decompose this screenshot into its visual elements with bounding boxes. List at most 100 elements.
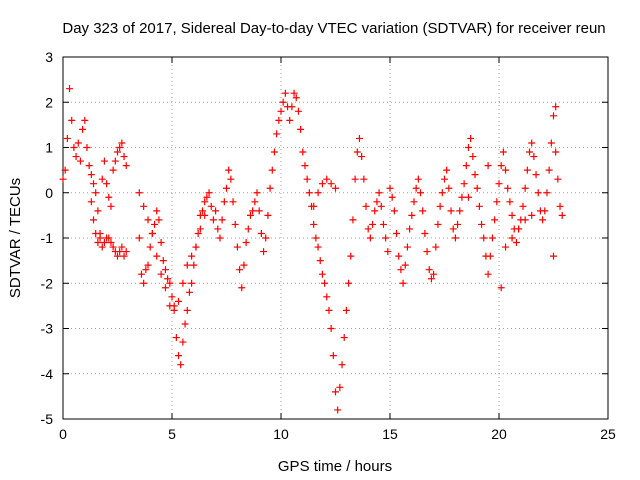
x-tick-label: 20: [491, 426, 507, 442]
y-tick-label: -5: [41, 411, 54, 427]
data-point: [63, 134, 71, 142]
y-tick-label: 2: [45, 94, 53, 110]
data-point: [181, 320, 189, 328]
data-point: [209, 216, 217, 224]
data-point: [185, 288, 193, 296]
data-point: [288, 103, 296, 111]
data-point: [81, 116, 89, 124]
data-point: [486, 252, 494, 260]
data-point: [188, 279, 196, 287]
data-point: [172, 334, 180, 342]
data-point: [530, 153, 538, 161]
data-point: [497, 162, 505, 170]
data-point: [506, 198, 514, 206]
data-point: [175, 352, 183, 360]
data-point: [462, 162, 470, 170]
data-point: [393, 229, 401, 237]
data-point: [153, 207, 161, 215]
data-point: [493, 198, 501, 206]
data-point: [148, 229, 156, 237]
data-point: [105, 234, 113, 242]
data-point: [264, 211, 272, 219]
y-tick-label: 3: [45, 49, 53, 65]
data-point: [541, 207, 549, 215]
data-point: [122, 248, 130, 256]
data-point: [229, 198, 237, 206]
data-point: [434, 220, 442, 228]
data-point: [255, 207, 263, 215]
data-point: [242, 239, 250, 247]
data-point: [94, 239, 102, 247]
data-point: [66, 85, 74, 93]
data-point: [142, 266, 150, 274]
data-point: [218, 216, 226, 224]
data-point: [543, 189, 551, 197]
data-point: [502, 243, 510, 251]
data-point: [397, 266, 405, 274]
data-point: [467, 134, 475, 142]
data-point: [478, 220, 486, 228]
data-point: [412, 184, 420, 192]
data-point: [384, 248, 392, 256]
data-point: [103, 180, 111, 188]
data-point: [220, 198, 228, 206]
plot-frame: [62, 56, 609, 420]
data-point: [227, 175, 235, 183]
data-point: [151, 220, 159, 228]
data-point: [382, 234, 390, 242]
data-point: [475, 202, 483, 210]
data-point: [140, 202, 148, 210]
data-point: [491, 216, 499, 224]
data-point: [92, 189, 100, 197]
data-point: [318, 270, 326, 278]
data-point: [170, 306, 178, 314]
data-point: [388, 193, 396, 201]
chart-title: Day 323 of 2017, Sidereal Day-to-day VTE…: [62, 20, 605, 37]
data-point: [270, 148, 278, 156]
data-point: [155, 216, 163, 224]
data-point: [144, 261, 152, 269]
data-point: [375, 189, 383, 197]
data-point: [199, 207, 207, 215]
data-point: [231, 220, 239, 228]
data-point: [157, 270, 165, 278]
data-point: [443, 166, 451, 174]
data-point: [419, 207, 427, 215]
data-point: [203, 193, 211, 201]
data-point: [292, 94, 300, 102]
data-point: [118, 139, 126, 147]
data-point: [301, 162, 309, 170]
data-point: [438, 189, 446, 197]
x-tick-labels: 0 5 10 15 20 25: [59, 426, 616, 442]
data-point: [497, 284, 505, 292]
data-point: [290, 89, 298, 97]
data-point: [523, 166, 531, 174]
data-point: [314, 189, 322, 197]
data-point: [458, 193, 466, 201]
data-point: [114, 252, 121, 260]
data-point: [539, 216, 547, 224]
data-point: [268, 166, 276, 174]
data-point: [502, 166, 510, 174]
y-tick-label: -3: [41, 321, 54, 337]
data-point: [90, 216, 98, 224]
data-point: [436, 202, 444, 210]
data-point: [100, 239, 108, 247]
data-point: [547, 139, 555, 147]
y-axis-label: SDTVAR / TECUs: [7, 178, 24, 298]
data-point: [59, 175, 67, 183]
data-point: [508, 211, 516, 219]
data-point: [98, 243, 106, 251]
data-point: [260, 248, 268, 256]
data-point: [159, 257, 167, 265]
data-point: [90, 180, 98, 188]
data-point: [146, 243, 154, 251]
data-point: [310, 202, 318, 210]
data-point: [332, 388, 339, 396]
data-point: [164, 275, 172, 283]
data-point: [526, 148, 534, 156]
data-point: [137, 270, 145, 278]
data-point: [338, 361, 346, 369]
data-point: [484, 162, 492, 170]
